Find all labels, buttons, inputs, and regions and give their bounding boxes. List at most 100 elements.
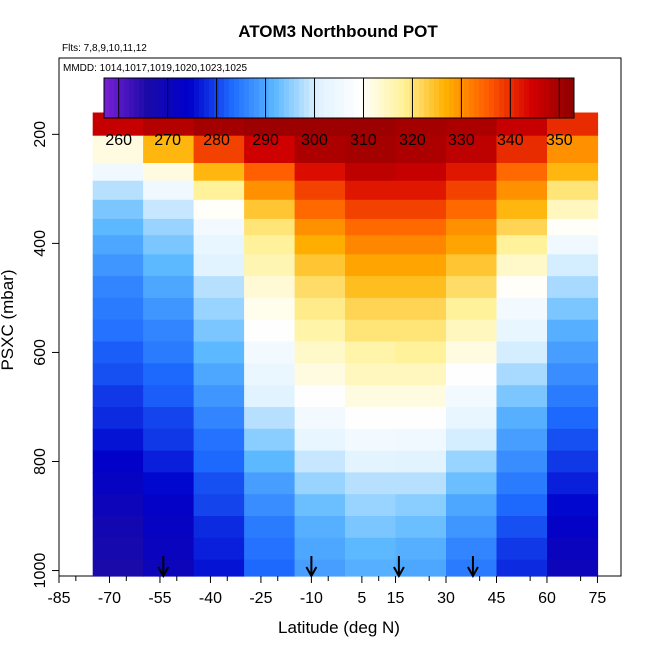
heatmap-cell	[345, 472, 397, 495]
colorbar-swatch	[289, 78, 295, 118]
colorbar-swatch	[349, 78, 355, 118]
heatmap-cell	[446, 385, 498, 408]
colorbar-swatch	[564, 78, 570, 118]
heatmap-cell	[143, 235, 195, 255]
heatmap-cell	[294, 319, 346, 343]
heatmap-cell	[92, 180, 144, 201]
colorbar-swatch	[554, 78, 560, 118]
colorbar-swatch	[229, 78, 235, 118]
heatmap-cell	[446, 180, 498, 201]
flights-label: Flts: 7,8,9,10,11,12	[62, 43, 147, 54]
heatmap-cell	[143, 537, 195, 561]
colorbar-tick-labels: 260 270 280 290 300 310 320 330 340 350	[105, 132, 572, 149]
colorbar-swatch	[369, 78, 375, 118]
colorbar-swatch	[119, 78, 125, 118]
heatmap-cell	[446, 363, 498, 386]
heatmap-cell	[92, 341, 144, 364]
heatmap-cell	[345, 218, 397, 236]
colorbar-swatch	[339, 78, 345, 118]
heatmap-cell	[547, 135, 599, 164]
heatmap-cell	[92, 450, 144, 473]
heatmap-cell	[193, 180, 245, 201]
heatmap-cell	[92, 254, 144, 277]
colorbar-swatch	[439, 78, 445, 118]
latitude-arrow-marker	[467, 556, 479, 579]
heatmap-cell	[244, 218, 296, 236]
heatmap-cell	[143, 319, 195, 343]
y-tick-label: 600	[32, 339, 49, 366]
y-axis-label: PSXC (mbar)	[0, 269, 17, 370]
heatmap-cell	[244, 235, 296, 255]
heatmap-cell	[92, 163, 144, 182]
heatmap-cell	[294, 199, 346, 220]
heatmap-cell	[244, 199, 296, 220]
heatmap-cell	[193, 428, 245, 452]
heatmap-cell	[193, 450, 245, 473]
heatmap-cell	[193, 407, 245, 430]
colorbar-swatch	[409, 78, 415, 118]
colorbar-swatch	[499, 78, 505, 118]
heatmap-cell	[294, 297, 346, 321]
colorbar-swatch	[224, 78, 230, 118]
heatmap-cell	[446, 559, 498, 577]
heatmap-cell	[92, 276, 144, 299]
heatmap-cell	[446, 472, 498, 495]
heatmap-cell	[143, 218, 195, 236]
colorbar-tick-label: 310	[350, 132, 377, 149]
heatmap-cell	[547, 254, 599, 277]
colorbar-swatch	[134, 78, 140, 118]
heatmap-cell	[496, 450, 548, 473]
heatmap-cell	[446, 135, 498, 164]
heatmap-cell	[496, 276, 548, 299]
heatmap-cell	[193, 235, 245, 255]
x-axis: -85 -70 -55 -40 -25 -10 5 15 30 45 60 75	[47, 576, 606, 607]
chart-title: ATOM3 Northbound POT	[238, 22, 438, 41]
heatmap-cell	[496, 235, 548, 255]
heatmap-cell	[294, 254, 346, 277]
colorbar-swatch	[294, 78, 300, 118]
heatmap-cell	[193, 218, 245, 236]
heatmap-cell	[244, 135, 296, 164]
colorbar-swatch	[389, 78, 395, 118]
heatmap-cell	[446, 163, 498, 182]
colorbar-swatch	[434, 78, 440, 118]
colorbar-swatch	[519, 78, 525, 118]
dates-label: MMDD: 1014,1017,1019,1020,1023,1025	[63, 63, 247, 74]
colorbar-swatch	[474, 78, 480, 118]
colorbar-tick-label: 280	[203, 132, 230, 149]
colorbar-swatch	[319, 78, 325, 118]
y-tick-label: 400	[32, 230, 49, 257]
colorbar-swatch	[129, 78, 135, 118]
heatmap-cell	[547, 494, 599, 517]
heatmap-cell	[496, 180, 548, 201]
colorbar-swatch	[179, 78, 185, 118]
heatmap-cell	[244, 537, 296, 561]
heatmap-cell	[496, 135, 548, 164]
colorbar-swatch	[334, 78, 340, 118]
heatmap-cell	[92, 199, 144, 220]
heatmap-cell	[395, 407, 447, 430]
x-tick-label: 75	[589, 590, 607, 607]
heatmap-cell	[345, 297, 397, 321]
colorbar-tick-label: 260	[105, 132, 132, 149]
x-tick-label: -85	[47, 590, 70, 607]
heatmap-cell	[547, 450, 599, 473]
colorbar-swatch	[159, 78, 165, 118]
colorbar-swatch	[359, 78, 365, 118]
heatmap-cell	[547, 363, 599, 386]
heatmap-cell	[294, 385, 346, 408]
heatmap-cell	[547, 428, 599, 452]
heatmap-cell	[446, 276, 498, 299]
colorbar-swatch	[534, 78, 540, 118]
heatmap-cell	[446, 407, 498, 430]
colorbar-tick-label: 300	[301, 132, 328, 149]
heatmap-cell	[345, 319, 397, 343]
colorbar-swatch	[154, 78, 160, 118]
colorbar-swatch	[244, 78, 250, 118]
heatmap-cell	[92, 472, 144, 495]
colorbar-swatch	[404, 78, 410, 118]
colorbar-swatch	[269, 78, 275, 118]
heatmap-cell	[294, 341, 346, 364]
colorbar-swatch	[209, 78, 215, 118]
